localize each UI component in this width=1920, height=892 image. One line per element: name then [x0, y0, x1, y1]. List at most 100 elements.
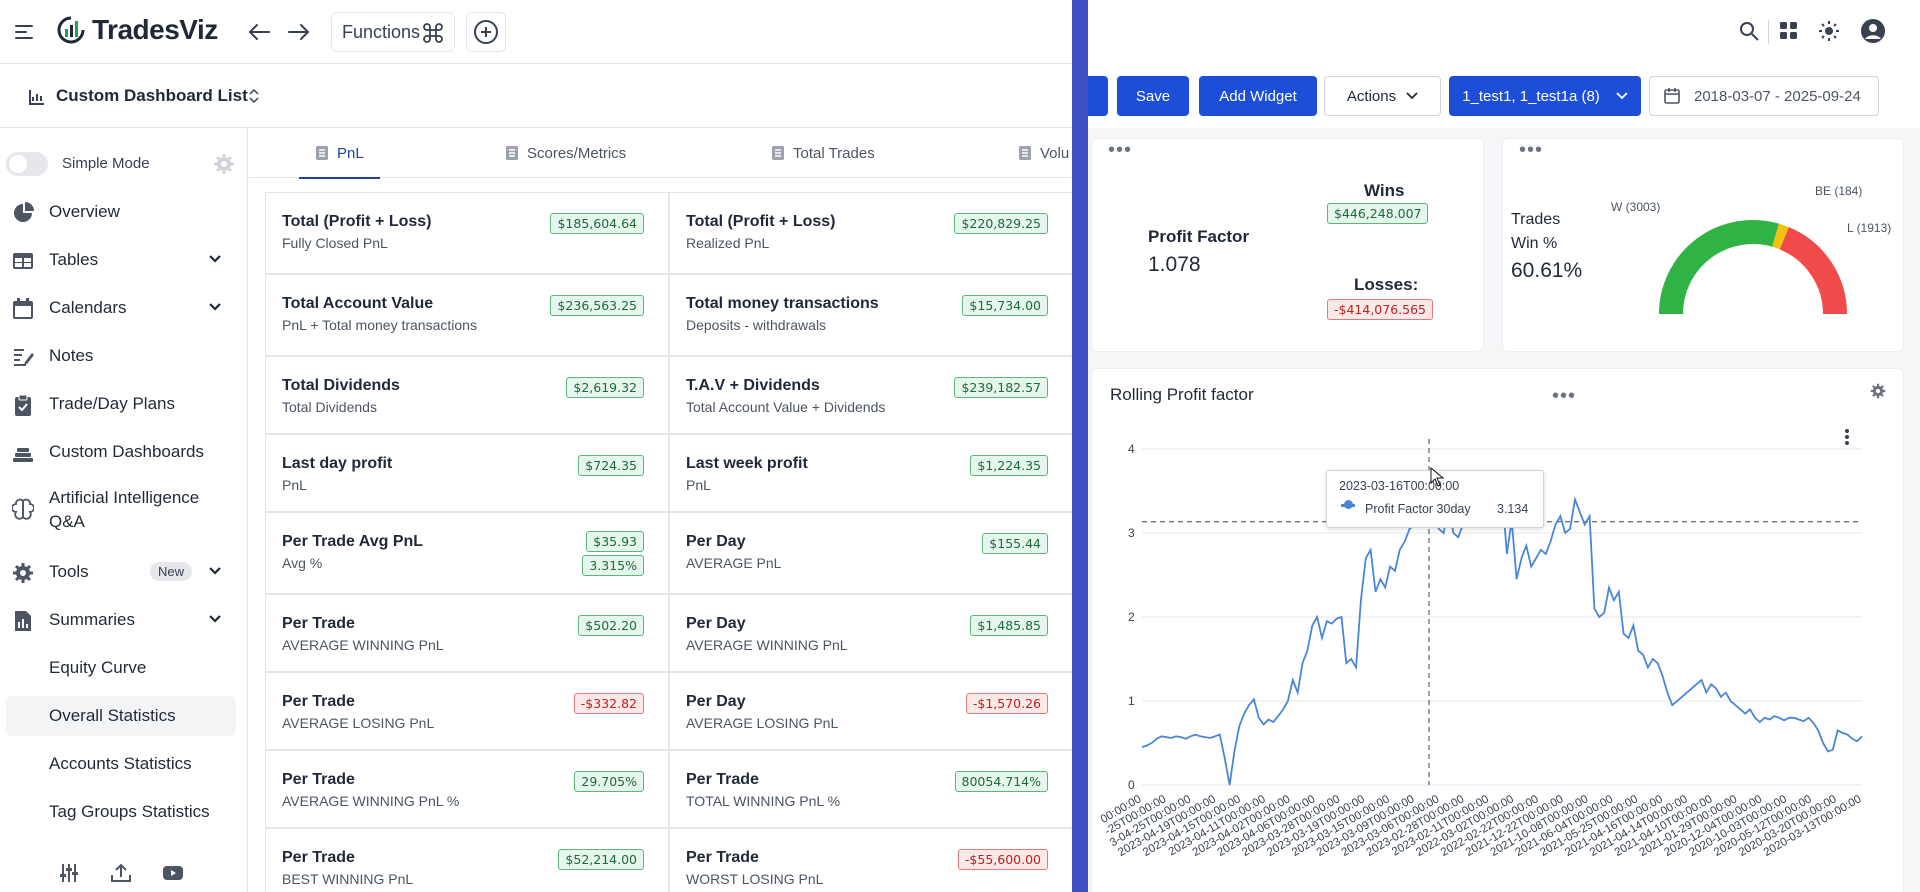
add-widget-button[interactable]: Add Widget [1199, 76, 1317, 116]
sidebar-item-summaries[interactable]: Summaries [0, 598, 240, 642]
user-avatar-icon[interactable] [1860, 18, 1886, 44]
logo[interactable]: TradesViz [56, 14, 218, 46]
more-options-icon[interactable]: ••• [1519, 139, 1544, 161]
metric-value-badge: $1,485.85 [970, 615, 1048, 636]
tab-label: Volu [1040, 144, 1070, 162]
back-arrow-icon[interactable] [244, 18, 274, 46]
tab-total-trades[interactable]: Total Trades [771, 128, 875, 178]
metric-title: Total (Profit + Loss) [686, 213, 836, 230]
sidebar-item-label: Summaries [49, 610, 135, 629]
x-axis: 00:00:00-25T00:00:003-04-25T00:00:002023… [1099, 793, 1864, 859]
gear-icon[interactable] [1870, 383, 1886, 399]
metric-subtitle: Fully Closed PnL [282, 235, 388, 251]
accounts-dropdown[interactable]: 1_test1, 1_test1a (8) [1449, 76, 1641, 116]
date-range-picker[interactable]: 2018-03-07 - 2025-09-24 [1649, 76, 1879, 116]
upload-icon[interactable] [110, 862, 132, 884]
simple-mode-toggle[interactable] [6, 152, 48, 176]
metric-title: Total (Profit + Loss) [282, 213, 432, 230]
sidebar-subitem-tag-groups-statistics[interactable]: Tag Groups Statistics [6, 792, 236, 832]
top-navbar: TradesViz Functions [0, 0, 1072, 64]
actions-dropdown[interactable]: Actions [1324, 76, 1441, 116]
calendar-icon [1664, 88, 1680, 104]
menu-icon[interactable] [14, 22, 34, 42]
metric-card: Per Trade AVERAGE WINNING PnL $502.20 [265, 594, 669, 672]
rolling-chart: 0 1 2 3 4 00:00:00-25T00:00:003-04-25T00:00:… [1099, 439, 1864, 859]
sidebar-item-label: Custom Dashboards [49, 442, 204, 461]
dashboard-panel: Save Add Widget Actions 1_test1, 1_test1… [1088, 0, 1920, 892]
sidebar-item-tables[interactable]: Tables [0, 238, 240, 282]
sidebar-subitem-accounts-statistics[interactable]: Accounts Statistics [6, 744, 236, 784]
losses-value-badge: -$414,076.565 [1327, 299, 1433, 320]
table-icon [13, 253, 33, 269]
sidebar-item-label: Notes [49, 346, 94, 365]
metric-value-badge: 3.315% [582, 555, 644, 576]
metric-value-badge: $185,604.64 [550, 213, 644, 234]
metric-title: Per Trade [282, 693, 355, 710]
metric-card: Per Trade Avg PnL Avg % $35.93 3.315% [265, 512, 669, 594]
tooltip-date: 2023-03-16T00:00:00 [1339, 479, 1460, 493]
sidebar-item-tools[interactable]: Tools New [0, 550, 240, 594]
simple-mode-label: Simple Mode [62, 155, 150, 172]
sidebar-item-trade-day-plans[interactable]: Trade/Day Plans [0, 382, 240, 426]
metric-subtitle: AVERAGE PnL [686, 555, 782, 571]
youtube-icon[interactable] [162, 862, 184, 884]
command-icon [423, 23, 443, 43]
document-icon [506, 146, 518, 160]
metric-subtitle: PnL + Total money transactions [282, 317, 477, 333]
logo-text: TradesViz [92, 14, 218, 45]
sidebar: Simple Mode Overview Tables Calendars No… [0, 128, 248, 892]
tab-label: PnL [337, 144, 364, 162]
dashboard-title[interactable]: Custom Dashboard List [56, 86, 248, 105]
gauge-breakeven-arc [1772, 223, 1789, 250]
chart-menu-icon[interactable] [1842, 427, 1852, 447]
more-options-icon[interactable]: ••• [1108, 139, 1133, 161]
metric-value-badge: $2,619.32 [566, 377, 644, 398]
save-button[interactable]: Save [1117, 76, 1189, 116]
metric-title: Per Trade [686, 849, 759, 866]
metric-card: Per Day AVERAGE WINNING PnL $1,485.85 [669, 594, 1072, 672]
sort-icon[interactable] [248, 88, 260, 104]
app-panel: TradesViz Functions Custom Dashboard Lis… [0, 0, 1072, 892]
add-button[interactable] [466, 12, 506, 52]
metric-subtitle: AVERAGE LOSING PnL [686, 715, 839, 731]
tab-label: Total Trades [793, 144, 875, 162]
actions-label: Actions [1346, 87, 1397, 105]
search-icon[interactable] [1738, 20, 1760, 42]
metric-card: Total (Profit + Loss) Fully Closed PnL $18… [265, 192, 669, 274]
plus-circle-icon [474, 20, 498, 44]
sidebar-item-custom-dashboards[interactable]: Custom Dashboards [0, 430, 240, 474]
tab-scores-metrics[interactable]: Scores/Metrics [505, 128, 626, 178]
metric-card: Per Trade BEST WINNING PnL $52,214.00 [265, 828, 669, 892]
accounts-label: 1_test1, 1_test1a (8) [1462, 87, 1600, 105]
metric-title: T.A.V + Dividends [686, 377, 820, 394]
forward-arrow-icon[interactable] [284, 18, 314, 46]
metric-title: Per Trade [282, 849, 355, 866]
sidebar-subitem-overall-statistics[interactable]: Overall Statistics [6, 696, 236, 736]
functions-button[interactable]: Functions [331, 12, 455, 52]
split-divider[interactable] [1072, 0, 1088, 892]
sidebar-item-ai-qa[interactable]: Artificial Intelligence Q&A [0, 478, 240, 542]
metric-card: Per Trade AVERAGE WINNING PnL % 29.705% [265, 750, 669, 828]
y-tick-label: 3 [1128, 526, 1135, 540]
sidebar-item-overview[interactable]: Overview [0, 190, 240, 234]
sidebar-subitem-equity-curve[interactable]: Equity Curve [6, 648, 236, 688]
tab-volume[interactable]: Volu [1018, 128, 1069, 178]
cursor-icon [1430, 467, 1444, 487]
metric-value-badge: $155.44 [982, 533, 1048, 554]
sidebar-item-notes[interactable]: Notes [0, 334, 240, 378]
sidebar-subitem-label: Tag Groups Statistics [49, 802, 210, 821]
hidden-blue-button[interactable] [1088, 76, 1108, 116]
sliders-icon[interactable] [58, 862, 80, 884]
metric-subtitle: PnL [282, 477, 307, 493]
tab-pnl[interactable]: PnL [299, 128, 380, 179]
sun-icon[interactable] [1818, 20, 1840, 42]
metric-card: Per Day AVERAGE PnL $155.44 [669, 512, 1072, 594]
grid-icon[interactable] [1778, 20, 1800, 42]
more-options-icon[interactable]: ••• [1552, 385, 1577, 407]
gear-icon[interactable] [213, 153, 235, 175]
trades-label: Trades [1511, 211, 1561, 228]
metric-title: Per Day [686, 533, 746, 550]
metric-card: Total money transactions Deposits - withd… [669, 274, 1072, 356]
sidebar-item-calendars[interactable]: Calendars [0, 286, 240, 330]
metric-subtitle: Realized PnL [686, 235, 770, 251]
